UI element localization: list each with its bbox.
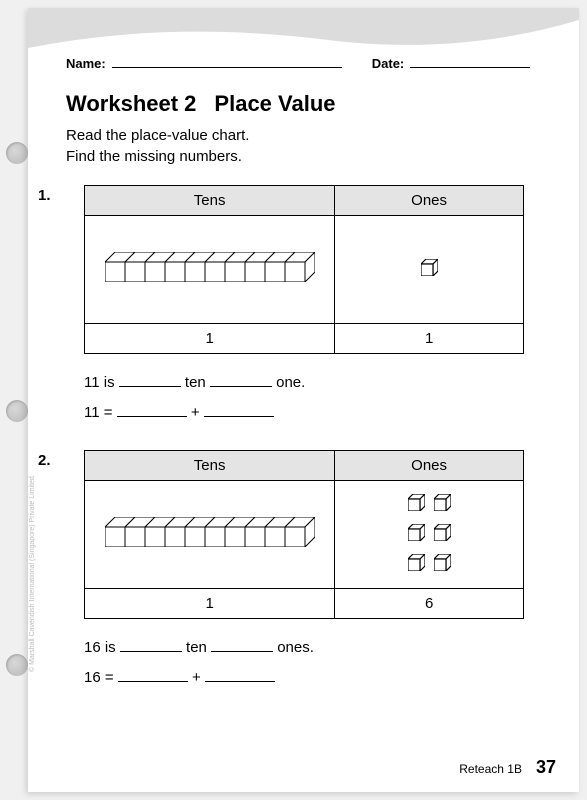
problem-number: 2. [38, 452, 51, 469]
worksheet-number: Worksheet 2 [66, 91, 196, 116]
instructions: Read the place-value chart. Find the mis… [66, 125, 556, 167]
unit-cube-icon [433, 494, 451, 516]
ones-visual-cell [335, 481, 524, 589]
problem-1: 1. Tens Ones 1 1 11 is ten one. 11 = + [66, 185, 556, 428]
place-value-table: Tens Ones 1 6 [84, 450, 524, 619]
answer-blank[interactable] [210, 373, 272, 387]
th-tens: Tens [85, 186, 335, 216]
tens-rod-icon [105, 534, 315, 551]
worksheet-topic: Place Value [214, 91, 335, 116]
th-tens: Tens [85, 451, 335, 481]
unit-cube-icon [407, 524, 425, 546]
page-title: Worksheet 2 Place Value [66, 91, 556, 117]
tens-value: 1 [85, 589, 335, 619]
problem-number: 1. [38, 187, 51, 204]
ones-cubes [420, 259, 438, 281]
worksheet-page: © Marshall Cavendish International (Sing… [28, 8, 579, 792]
answer-blank[interactable] [205, 668, 275, 682]
ones-visual-cell [335, 216, 524, 324]
unit-cube-icon [433, 524, 451, 546]
answer-blank[interactable] [118, 668, 188, 682]
date-field: Date: [372, 54, 531, 71]
unit-cube-icon [407, 554, 425, 576]
sentence-1: 11 is ten one. [84, 368, 556, 398]
ones-value: 1 [335, 324, 524, 354]
binder-hole [6, 654, 28, 676]
instruction-line: Read the place-value chart. [66, 125, 556, 146]
problem-2: 2. Tens Ones [66, 450, 556, 693]
binder-hole [6, 400, 28, 422]
answer-blank[interactable] [204, 403, 274, 417]
answer-blank[interactable] [120, 638, 182, 652]
th-ones: Ones [335, 186, 524, 216]
answer-blank[interactable] [211, 638, 273, 652]
footer-book: Reteach 1B [459, 762, 522, 776]
footer-page: 37 [536, 757, 556, 778]
sentence-2: 16 = + [84, 663, 556, 693]
ones-value: 6 [335, 589, 524, 619]
date-label: Date: [372, 56, 405, 71]
unit-cube-icon [407, 494, 425, 516]
tens-visual-cell [85, 481, 335, 589]
instruction-line: Find the missing numbers. [66, 146, 556, 167]
tens-value: 1 [85, 324, 335, 354]
tens-rod-icon [105, 269, 315, 286]
answer-blank[interactable] [117, 403, 187, 417]
th-ones: Ones [335, 451, 524, 481]
sentence-2: 11 = + [84, 398, 556, 428]
name-blank[interactable] [112, 54, 342, 68]
ones-cubes [407, 494, 451, 576]
answer-blank[interactable] [119, 373, 181, 387]
binder-hole [6, 142, 28, 164]
tens-visual-cell [85, 216, 335, 324]
copyright-text: © Marshall Cavendish International (Sing… [29, 474, 36, 672]
name-field: Name: [66, 54, 342, 71]
unit-cube-icon [420, 259, 438, 281]
place-value-table: Tens Ones 1 1 [84, 185, 524, 354]
date-blank[interactable] [410, 54, 530, 68]
sentence-1: 16 is ten ones. [84, 633, 556, 663]
name-label: Name: [66, 56, 106, 71]
unit-cube-icon [433, 554, 451, 576]
